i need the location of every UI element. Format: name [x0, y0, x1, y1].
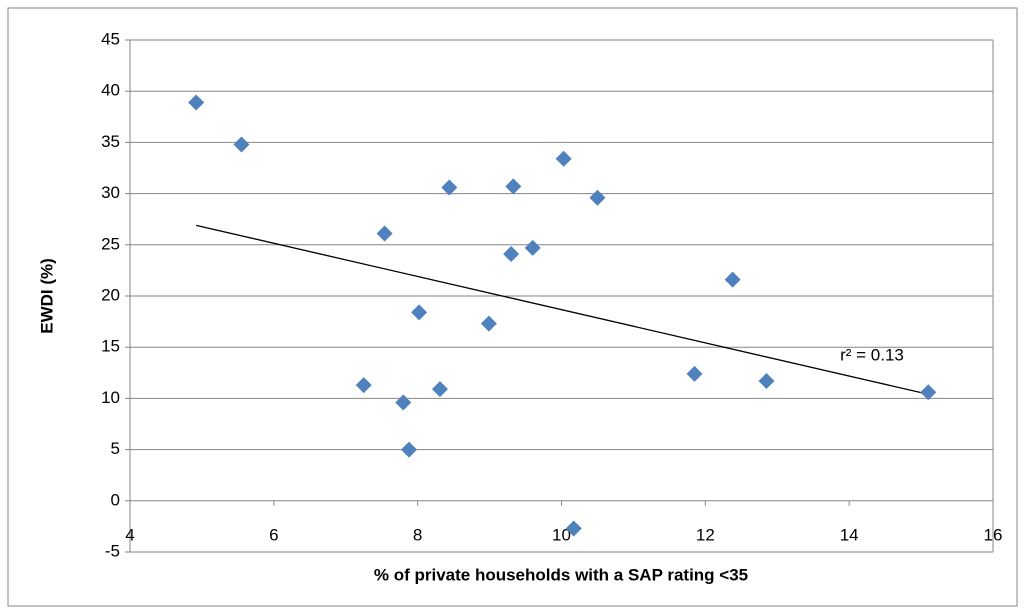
y-axis-title: EWDI (%) [37, 258, 56, 334]
point [503, 246, 520, 263]
point [758, 372, 775, 389]
y-tick-label: 35 [101, 132, 120, 151]
annotation: r² = 0.13 [840, 345, 904, 364]
y-tick-label: 10 [101, 388, 120, 407]
y-tick-label: -5 [105, 541, 120, 560]
y-tick-label: 0 [111, 490, 120, 509]
x-tick-label: 10 [552, 525, 571, 544]
y-tick-label: 25 [101, 234, 120, 253]
point [505, 178, 522, 195]
trendline [196, 224, 929, 395]
point [589, 189, 606, 206]
x-axis-title: % of private households with a SAP ratin… [374, 565, 748, 584]
point [480, 315, 497, 332]
y-tick-label: 5 [111, 439, 120, 458]
y-tick-label: 30 [101, 183, 120, 202]
point [565, 520, 582, 537]
point [401, 441, 418, 458]
y-tick-label: 45 [101, 29, 120, 48]
point [686, 365, 703, 382]
point [395, 394, 412, 411]
y-tick-label: 40 [101, 81, 120, 100]
point [355, 377, 372, 394]
x-tick-label: 14 [840, 525, 859, 544]
point [411, 304, 428, 321]
point [376, 225, 393, 242]
x-tick-label: 4 [125, 525, 134, 544]
point [724, 271, 741, 288]
point [555, 150, 572, 167]
point [188, 94, 205, 111]
x-tick-label: 6 [269, 525, 278, 544]
y-tick-label: 15 [101, 337, 120, 356]
y-tick-label: 20 [101, 285, 120, 304]
x-tick-label: 8 [413, 525, 422, 544]
chart-border [7, 7, 1018, 607]
point [441, 179, 458, 196]
point [920, 384, 937, 401]
point [431, 381, 448, 398]
x-tick-label: 16 [984, 525, 1003, 544]
point [233, 136, 250, 153]
x-tick-label: 12 [696, 525, 715, 544]
point [524, 239, 541, 256]
